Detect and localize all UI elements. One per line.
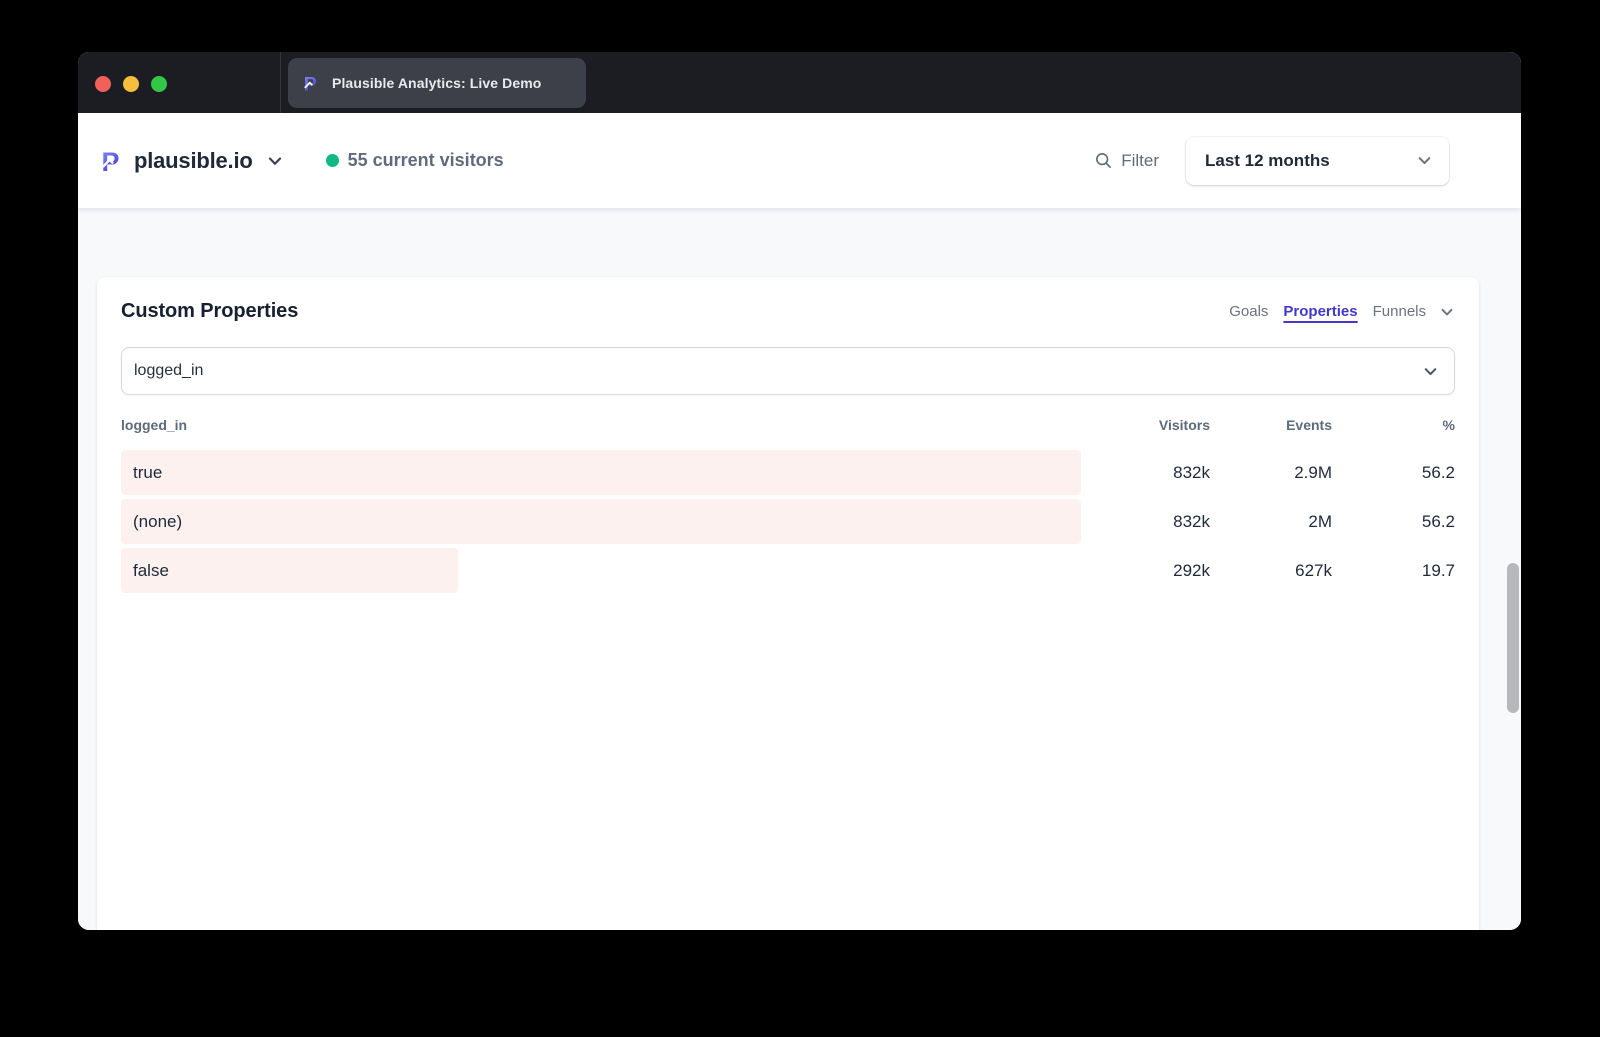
breakdown-row-false: false 292k 627k 19.7 bbox=[121, 548, 1455, 593]
row-visitors-value: 832k bbox=[1173, 511, 1210, 531]
current-visitors[interactable]: 55 current visitors bbox=[325, 150, 504, 171]
site-name[interactable]: plausible.io bbox=[134, 147, 253, 173]
property-select-value: logged_in bbox=[134, 362, 204, 379]
row-bar bbox=[121, 450, 1081, 495]
current-visitors-label: 55 current visitors bbox=[347, 150, 504, 170]
titlebar-divider bbox=[280, 52, 281, 113]
tab-title: Plausible Analytics: Live Demo bbox=[332, 75, 542, 91]
date-range-picker[interactable]: Last 12 months bbox=[1186, 136, 1449, 185]
property-select[interactable]: logged_in bbox=[121, 347, 1455, 395]
filter-button[interactable]: Filter bbox=[1094, 151, 1159, 171]
card-header: Custom Properties Goals Properties Funnels bbox=[121, 300, 1455, 323]
breakdown-table-header: logged_in Visitors Events % bbox=[121, 417, 1455, 434]
row-events-value: 627k bbox=[1295, 560, 1332, 580]
search-icon bbox=[1096, 153, 1112, 168]
date-range-chevron-icon bbox=[1416, 152, 1433, 169]
breakdown-rows: true 832k 2.9M 56.2 (none) 832k 2M 56.2 false 292… bbox=[121, 450, 1455, 593]
live-dot-icon bbox=[325, 154, 339, 167]
minimize-window-button[interactable] bbox=[123, 76, 139, 92]
report-tabs-chevron-icon[interactable] bbox=[1439, 304, 1455, 320]
key-column-header: logged_in bbox=[121, 417, 188, 433]
dashboard-page: Custom Properties Goals Properties Funnels… bbox=[78, 208, 1521, 930]
row-bar bbox=[121, 499, 1081, 544]
browser-titlebar: P Plausible Analytics: Live Demo bbox=[78, 52, 1521, 113]
row-events-value: 2.9M bbox=[1294, 462, 1332, 482]
window-controls bbox=[95, 76, 167, 92]
browser-tab[interactable]: P Plausible Analytics: Live Demo bbox=[288, 58, 586, 108]
property-select-chevron-icon bbox=[1422, 363, 1439, 380]
date-range-label: Last 12 months bbox=[1205, 150, 1330, 170]
row-events-value: 2M bbox=[1308, 511, 1332, 531]
row-label[interactable]: false bbox=[133, 560, 169, 580]
tab-properties[interactable]: Properties bbox=[1283, 303, 1358, 320]
maximize-window-button[interactable] bbox=[151, 76, 167, 92]
close-window-button[interactable] bbox=[95, 76, 111, 92]
row-visitors-value: 832k bbox=[1173, 462, 1210, 482]
events-column-header: Events bbox=[1286, 417, 1332, 433]
row-label[interactable]: true bbox=[133, 462, 163, 482]
breakdown-row-none: (none) 832k 2M 56.2 bbox=[121, 499, 1455, 544]
site-switcher-chevron-icon[interactable] bbox=[266, 152, 284, 170]
header-right-controls: Filter Last 12 months bbox=[1094, 136, 1449, 185]
row-percent-value: 56.2 bbox=[1421, 511, 1455, 531]
visitors-column-header: Visitors bbox=[1158, 417, 1210, 433]
row-percent-value: 19.7 bbox=[1421, 560, 1455, 580]
row-percent-value: 56.2 bbox=[1421, 462, 1455, 482]
percent-column-header: % bbox=[1442, 417, 1455, 433]
report-nav-tabs: Goals Properties Funnels bbox=[1229, 303, 1455, 320]
filter-label: Filter bbox=[1121, 150, 1159, 170]
row-label[interactable]: (none) bbox=[133, 511, 183, 531]
browser-window: P Plausible Analytics: Live Demo P plaus… bbox=[78, 52, 1521, 930]
card-title: Custom Properties bbox=[121, 300, 299, 322]
row-bar bbox=[121, 548, 458, 593]
breakdown-row-true: true 832k 2.9M 56.2 bbox=[121, 450, 1455, 495]
row-visitors-value: 292k bbox=[1173, 560, 1210, 580]
plausible-logo-icon: P bbox=[101, 146, 119, 176]
dashboard-header: P plausible.io 55 current visitors bbox=[78, 113, 1521, 208]
tab-goals[interactable]: Goals bbox=[1229, 303, 1269, 320]
plausible-favicon-icon: P bbox=[304, 73, 317, 95]
tab-funnels[interactable]: Funnels bbox=[1372, 303, 1426, 320]
custom-properties-card: Custom Properties Goals Properties Funnels… bbox=[97, 277, 1479, 930]
svg-text:P: P bbox=[304, 73, 317, 95]
vertical-scrollbar-thumb[interactable] bbox=[1507, 563, 1519, 713]
